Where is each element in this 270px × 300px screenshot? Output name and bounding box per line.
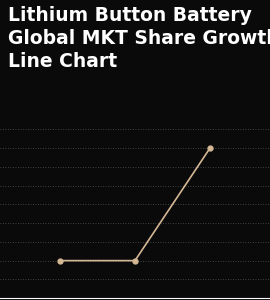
Text: Lithium Button Battery
Global MKT Share Growth
Line Chart: Lithium Button Battery Global MKT Share … [8, 6, 270, 71]
